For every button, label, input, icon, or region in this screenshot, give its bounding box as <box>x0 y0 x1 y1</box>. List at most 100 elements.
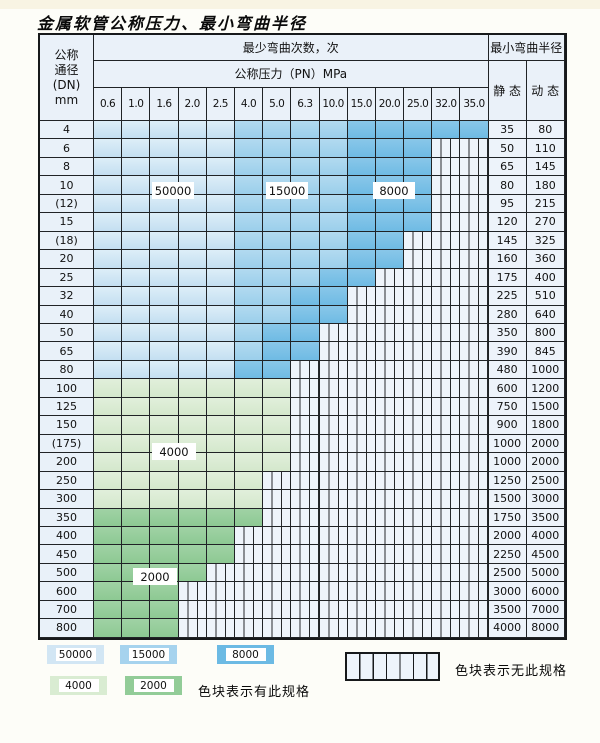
pressure-tick-35.0: 35.0 <box>460 88 489 121</box>
dn-label-500: 500 <box>40 563 94 583</box>
cell-dn200-pn5.0-4000 <box>263 453 292 472</box>
cell-dn250-pn10.0-no-spec <box>319 471 348 491</box>
cell-dn200-pn6.3-no-spec <box>291 453 320 472</box>
dynamic-radius-dn15: 270 <box>526 213 565 232</box>
pressure-tick-0.6: 0.6 <box>94 88 123 121</box>
dynamic-radius-dn450: 4500 <box>526 545 565 564</box>
cell-dn4-pn15.0-8000 <box>347 121 376 140</box>
cell-dn(175)-pn35.0-no-spec <box>460 434 489 454</box>
cell-dn500-pn2.0-2000 <box>178 563 207 583</box>
dn-label-100: 100 <box>40 379 94 398</box>
cell-dn400-pn4.0-no-spec <box>234 526 264 546</box>
cell-dn20-pn1.0-50000 <box>122 250 151 269</box>
cell-dn20-pn25.0-no-spec <box>404 250 433 269</box>
cell-dn15-pn20.0-8000 <box>375 213 405 232</box>
static-radius-dn450: 2250 <box>488 545 527 564</box>
cell-dn40-pn32.0-no-spec <box>432 305 461 324</box>
cell-dn300-pn0.6-4000 <box>94 490 123 509</box>
static-radius-dn800: 4000 <box>488 619 527 638</box>
cell-dn6-pn15.0-8000 <box>347 139 376 158</box>
cell-dn4-pn32.0-8000 <box>432 121 461 140</box>
cell-dn50-pn5.0-8000 <box>263 323 292 343</box>
cell-dn(175)-pn2.5-4000 <box>206 434 235 454</box>
static-radius-dn15: 120 <box>488 213 527 232</box>
cell-dn100-pn2.0-4000 <box>178 379 207 398</box>
cell-dn500-pn32.0-no-spec <box>432 563 461 583</box>
cell-dn(18)-pn0.6-50000 <box>94 231 123 251</box>
cell-dn100-pn1.0-4000 <box>122 379 151 398</box>
cell-dn8-pn35.0-no-spec <box>460 157 489 177</box>
cell-dn32-pn2.0-50000 <box>178 287 207 306</box>
cell-dn25-pn32.0-no-spec <box>432 268 461 288</box>
cell-dn(175)-pn5.0-4000 <box>263 434 292 454</box>
cell-dn150-pn15.0-no-spec <box>347 416 376 435</box>
cell-dn300-pn5.0-no-spec <box>263 490 292 509</box>
cell-dn15-pn5.0-15000 <box>263 213 292 232</box>
cell-dn250-pn4.0-4000 <box>234 471 264 491</box>
cell-dn(12)-pn1.6-50000 <box>150 194 179 214</box>
cell-dn800-pn10.0-no-spec <box>319 619 348 638</box>
dn-label-(175): (175) <box>40 434 94 454</box>
cell-dn(175)-pn10.0-no-spec <box>319 434 348 454</box>
cell-dn25-pn2.0-50000 <box>178 268 207 288</box>
cell-dn65-pn25.0-no-spec <box>404 342 433 361</box>
cell-dn700-pn35.0-no-spec <box>460 600 489 620</box>
cell-dn100-pn1.6-4000 <box>150 379 179 398</box>
dn-label-800: 800 <box>40 619 94 638</box>
corner-line-2: 通径 <box>54 63 79 77</box>
cell-dn80-pn32.0-no-spec <box>432 360 461 380</box>
cell-dn700-pn1.0-2000 <box>122 600 151 620</box>
cell-dn300-pn35.0-no-spec <box>460 490 489 509</box>
static-radius-dn(175): 1000 <box>488 434 527 454</box>
cell-dn150-pn2.5-4000 <box>206 416 235 435</box>
dynamic-radius-dn8: 145 <box>526 157 565 177</box>
cell-dn800-pn20.0-no-spec <box>375 619 405 638</box>
cell-dn32-pn32.0-no-spec <box>432 287 461 306</box>
cell-dn20-pn2.0-50000 <box>178 250 207 269</box>
cell-dn(18)-pn4.0-15000 <box>234 231 264 251</box>
cell-dn400-pn10.0-no-spec <box>319 526 348 546</box>
cell-dn450-pn6.3-no-spec <box>291 545 320 564</box>
cell-dn400-pn32.0-no-spec <box>432 526 461 546</box>
pressure-tick-6.3: 6.3 <box>291 88 320 121</box>
dynamic-radius-dn4: 80 <box>526 121 565 140</box>
cell-dn150-pn4.0-4000 <box>234 416 264 435</box>
pressure-tick-10.0: 10.0 <box>319 88 348 121</box>
cell-dn300-pn32.0-no-spec <box>432 490 461 509</box>
dynamic-radius-dn800: 8000 <box>526 619 565 638</box>
cell-dn300-pn20.0-no-spec <box>375 490 405 509</box>
cell-dn(18)-pn20.0-8000 <box>375 231 405 251</box>
cell-dn800-pn25.0-no-spec <box>404 619 433 638</box>
cell-dn300-pn1.6-4000 <box>150 490 179 509</box>
dynamic-radius-dn200: 2000 <box>526 453 565 472</box>
cell-dn65-pn1.6-50000 <box>150 342 179 361</box>
cell-dn80-pn5.0-8000 <box>263 360 292 380</box>
cell-dn32-pn20.0-no-spec <box>375 287 405 306</box>
cell-dn700-pn25.0-no-spec <box>404 600 433 620</box>
legend-no-spec-swatch <box>345 652 440 681</box>
dynamic-radius-dn6: 110 <box>526 139 565 158</box>
static-radius-dn10: 80 <box>488 176 527 195</box>
cell-dn(18)-pn6.3-15000 <box>291 231 320 251</box>
cell-dn350-pn0.6-2000 <box>94 508 123 527</box>
dynamic-radius-dn(18): 325 <box>526 231 565 251</box>
cell-dn200-pn10.0-no-spec <box>319 453 348 472</box>
dn-label-10: 10 <box>40 176 94 195</box>
cell-dn20-pn6.3-15000 <box>291 250 320 269</box>
cell-dn65-pn15.0-no-spec <box>347 342 376 361</box>
legend-swatch-value-4000: 4000 <box>58 679 99 692</box>
cell-dn(12)-pn4.0-15000 <box>234 194 264 214</box>
dn-label-700: 700 <box>40 600 94 620</box>
cell-dn80-pn0.6-50000 <box>94 360 123 380</box>
cell-dn25-pn35.0-no-spec <box>460 268 489 288</box>
cell-dn4-pn5.0-15000 <box>263 121 292 140</box>
cell-dn250-pn6.3-no-spec <box>291 471 320 491</box>
cell-dn8-pn32.0-no-spec <box>432 157 461 177</box>
dn-label-250: 250 <box>40 471 94 491</box>
cell-dn(175)-pn0.6-4000 <box>94 434 123 454</box>
cell-dn125-pn0.6-4000 <box>94 397 123 417</box>
legend-swatch-4000: 4000 <box>50 676 107 695</box>
cell-dn80-pn2.5-50000 <box>206 360 235 380</box>
cell-dn100-pn2.5-4000 <box>206 379 235 398</box>
pressure-tick-1.6: 1.6 <box>150 88 179 121</box>
